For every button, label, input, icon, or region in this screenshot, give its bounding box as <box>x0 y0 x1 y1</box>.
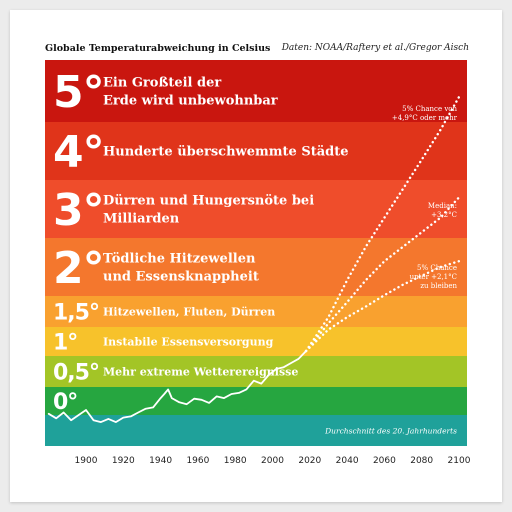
chart-title: Globale Temperaturabweichung in Celsius <box>45 43 271 54</box>
band-label-3: Tödliche Hitzewellen und Essensknappheit <box>103 252 259 285</box>
x-tick-label: 2020 <box>298 456 321 466</box>
band-level-0: 5° <box>53 67 104 118</box>
band-level-5: 1° <box>53 330 77 355</box>
band-level-6: 0,5° <box>53 360 99 385</box>
band-8 <box>45 415 467 446</box>
projection-line-2 <box>304 196 461 353</box>
band-label-0: Ein Großteil der Erde wird unbewohnbar <box>103 76 278 109</box>
band-label-2: Dürren und Hungersnöte bei Milliarden <box>103 194 314 227</box>
band-4 <box>45 296 467 327</box>
band-level-7: 0° <box>53 390 77 415</box>
x-tick-label: 1980 <box>224 456 247 466</box>
band-5 <box>45 327 467 356</box>
x-tick-label: 1920 <box>112 456 135 466</box>
x-tick-label: 1960 <box>186 456 209 466</box>
x-tick-label: 2100 <box>448 456 471 466</box>
x-tick-label: 1940 <box>149 456 172 466</box>
x-tick-label: 1900 <box>75 456 98 466</box>
band-label-4: Hitzewellen, Fluten, Dürren <box>103 305 275 318</box>
projection-annotation-2: 5% Chance unter +2,1°C zu bleiben <box>410 264 458 290</box>
projection-line-1 <box>304 95 461 353</box>
band-7 <box>45 387 467 415</box>
band-level-2: 3° <box>53 185 104 236</box>
band-0 <box>45 60 467 122</box>
band-2 <box>45 180 467 238</box>
data-source: Daten: NOAA/Raftery et al./Gregor Aisch <box>281 43 469 53</box>
band-3 <box>45 238 467 296</box>
band-1 <box>45 122 467 180</box>
baseline-label: Durchschnitt des 20. Jahrhunderts <box>324 427 457 436</box>
x-tick-label: 2000 <box>261 456 284 466</box>
band-label-5: Instabile Essensversorgung <box>103 335 274 348</box>
observed-temperature-line <box>47 350 307 423</box>
x-tick-label: 2080 <box>410 456 433 466</box>
x-tick-label: 2060 <box>373 456 396 466</box>
band-level-3: 2° <box>53 243 104 294</box>
projection-annotation-1: Median: +3,2°C <box>428 202 457 219</box>
x-tick-label: 2040 <box>336 456 359 466</box>
band-label-1: Hunderte überschwemmte Städte <box>103 145 349 160</box>
band-level-4: 1,5° <box>53 300 99 325</box>
projection-annotation-0: 5% Chance von +4,9°C oder mehr <box>392 105 458 122</box>
band-label-6: Mehr extreme Wetterereignisse <box>103 365 298 378</box>
band-level-1: 4° <box>53 127 104 178</box>
projection-line-3 <box>304 260 461 353</box>
